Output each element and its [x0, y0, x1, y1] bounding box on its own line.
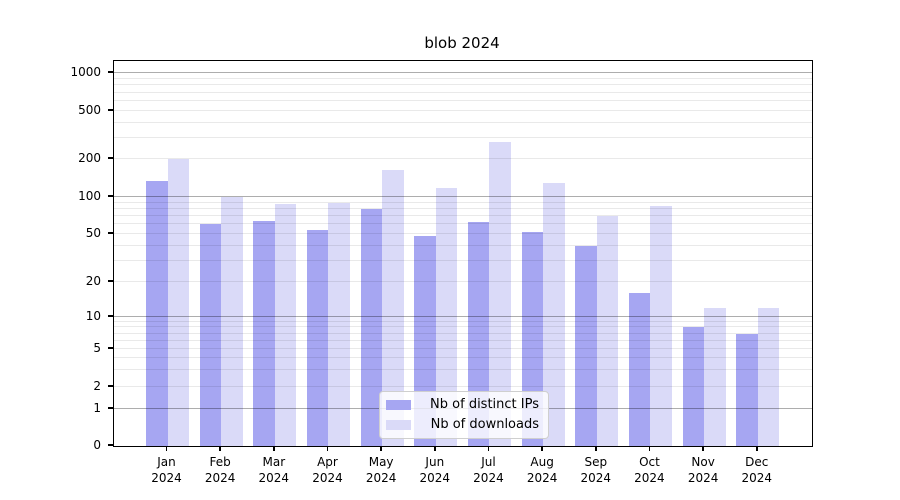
bar-nb-of-downloads-aug-2024 [543, 182, 565, 446]
y-tick-mark [108, 280, 113, 282]
gridline-major-100 [114, 196, 812, 197]
gridline-minor-90 [114, 201, 812, 203]
x-tick-mark [756, 446, 758, 451]
x-tick-mark [273, 446, 275, 451]
x-tick-mark [380, 446, 382, 451]
y-tick-mark [108, 315, 113, 317]
x-tick-label-aug-2024: Aug 2024 [526, 455, 558, 485]
bar-nb-of-distinct-ips-dec-2024 [736, 333, 758, 446]
x-tick-label-feb-2024: Feb 2024 [204, 455, 236, 485]
bar-nb-of-downloads-sep-2024 [596, 216, 619, 446]
bar-nb-of-distinct-ips-mar-2024 [253, 220, 275, 446]
bar-nb-of-downloads-nov-2024 [704, 307, 726, 446]
y-tick-label-200: 200 [78, 150, 101, 165]
y-tick-mark [108, 109, 113, 111]
bar-nb-of-downloads-oct-2024 [650, 205, 672, 446]
x-tick-mark [595, 446, 597, 451]
y-tick-mark [108, 195, 113, 197]
x-tick-mark [326, 446, 329, 451]
gridline-minor-200 [114, 158, 812, 159]
bar-nb-of-distinct-ips-apr-2024 [306, 229, 329, 446]
x-tick-mark [434, 446, 436, 451]
gridline-minor-900 [114, 77, 812, 79]
x-tick-label-mar-2024: Mar 2024 [258, 455, 290, 485]
y-tick-label-1000: 1000 [70, 65, 101, 79]
y-tick-label-5: 5 [93, 341, 101, 356]
y-tick-mark [108, 385, 113, 387]
legend-row-distinct-ips: Nb of distinct IPs [386, 397, 539, 412]
x-tick-mark [702, 446, 704, 451]
gridline-major-1000 [114, 72, 812, 73]
bar-nb-of-distinct-ips-jan-2024 [146, 180, 168, 446]
gridline-minor-70 [114, 215, 812, 216]
bar-nb-of-downloads-mar-2024 [274, 203, 297, 446]
y-tick-mark [108, 157, 113, 159]
y-tick-label-100: 100 [78, 188, 101, 203]
y-tick-label-500: 500 [78, 103, 101, 117]
gridline-minor-800 [114, 84, 812, 86]
bar-nb-of-downloads-feb-2024 [221, 197, 243, 446]
gridline-minor-500 [114, 110, 812, 111]
gridline-minor-80 [114, 207, 812, 209]
legend-swatch-distinct-ips-icon [386, 399, 411, 410]
y-tick-mark [108, 71, 113, 73]
x-tick-mark [487, 446, 490, 451]
bar-nb-of-distinct-ips-oct-2024 [628, 293, 651, 446]
bar-nb-of-downloads-jul-2024 [489, 142, 511, 446]
legend-swatch-downloads-icon [386, 419, 411, 430]
y-tick-mark [108, 347, 113, 349]
bar-nb-of-downloads-jan-2024 [167, 159, 189, 446]
y-tick-label-10: 10 [85, 308, 101, 323]
bar-nb-of-distinct-ips-feb-2024 [199, 224, 222, 446]
x-tick-label-sep-2024: Sep 2024 [580, 455, 612, 485]
y-tick-label-50: 50 [85, 226, 101, 241]
bar-nb-of-distinct-ips-sep-2024 [575, 245, 597, 446]
x-tick-label-dec-2024: Dec 2024 [741, 455, 773, 485]
x-tick-label-jan-2024: Jan 2024 [151, 455, 182, 485]
y-tick-label-20: 20 [85, 273, 101, 288]
gridline-minor-300 [114, 136, 812, 138]
y-tick-label-2: 2 [93, 379, 101, 394]
y-tick-label-1: 1 [93, 401, 101, 415]
plot-area: Nb of distinct IPs Nb of downloads [113, 60, 813, 447]
chart-title: blob 2024 [424, 34, 500, 52]
x-tick-label-nov-2024: Nov 2024 [687, 455, 719, 485]
x-tick-mark [541, 446, 543, 451]
x-tick-label-jun-2024: Jun 2024 [419, 455, 451, 485]
x-tick-mark [219, 446, 221, 451]
bar-nb-of-distinct-ips-nov-2024 [682, 327, 705, 446]
bar-nb-of-downloads-jun-2024 [435, 187, 458, 446]
bar-nb-of-distinct-ips-jul-2024 [467, 221, 490, 446]
legend-row-downloads: Nb of downloads [386, 417, 539, 432]
y-tick-mark [108, 407, 113, 409]
y-tick-mark [108, 232, 113, 234]
gridline-minor-600 [114, 100, 812, 101]
bar-nb-of-downloads-dec-2024 [757, 307, 780, 446]
bar-nb-of-downloads-apr-2024 [328, 202, 350, 446]
y-tick-mark [108, 444, 113, 446]
x-tick-mark [648, 446, 651, 451]
x-tick-label-apr-2024: Apr 2024 [312, 455, 343, 485]
legend-label-downloads: Nb of downloads [430, 417, 539, 432]
x-tick-label-oct-2024: Oct 2024 [634, 455, 665, 485]
x-tick-mark [165, 446, 168, 451]
bar-nb-of-downloads-may-2024 [382, 169, 404, 446]
bar-nb-of-distinct-ips-may-2024 [360, 208, 383, 446]
x-tick-label-may-2024: May 2024 [365, 455, 397, 485]
legend: Nb of distinct IPs Nb of downloads [379, 391, 549, 439]
y-tick-label-0: 0 [93, 438, 101, 452]
gridline-minor-400 [114, 121, 812, 123]
x-tick-label-jul-2024: Jul 2024 [473, 455, 504, 485]
legend-label-distinct-ips: Nb of distinct IPs [430, 397, 539, 412]
gridline-minor-700 [114, 91, 812, 93]
